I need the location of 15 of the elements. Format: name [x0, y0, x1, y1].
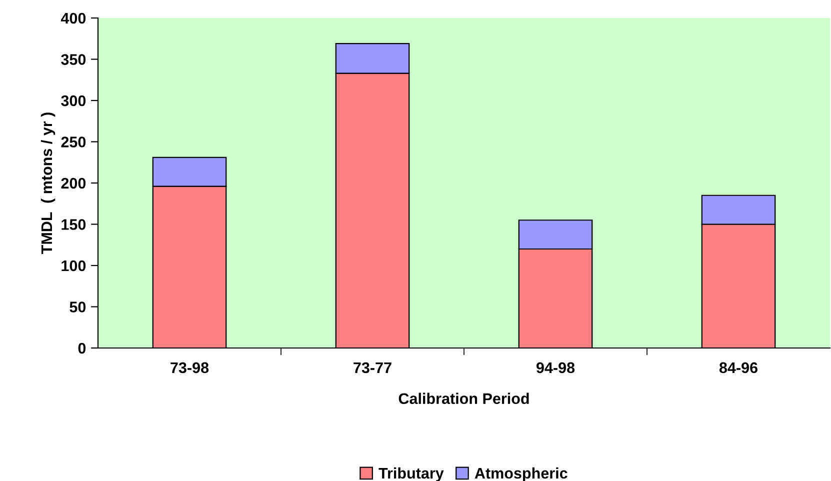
y-tick-label: 250 — [61, 136, 86, 148]
x-tick-label: 73-77 — [354, 362, 392, 374]
y-axis-title: TMDL ( mtons / yr ) — [40, 112, 56, 254]
y-tick-label: 350 — [61, 54, 86, 65]
y-tick-label: 100 — [62, 260, 86, 272]
y-tick-label: 0 — [78, 342, 86, 354]
y-tick-label: 150 — [62, 219, 86, 230]
x-tick-label: 84-96 — [719, 362, 758, 374]
y-tick-label: 400 — [60, 12, 86, 24]
x-axis-title: Calibration Period — [398, 392, 529, 404]
x-tick-label: 94-98 — [536, 362, 575, 374]
y-tick-label: 300 — [61, 95, 86, 106]
y-tick-label: 50 — [70, 302, 86, 312]
x-tick-label: 73-98 — [170, 362, 209, 374]
y-tick-label: 200 — [61, 178, 86, 189]
